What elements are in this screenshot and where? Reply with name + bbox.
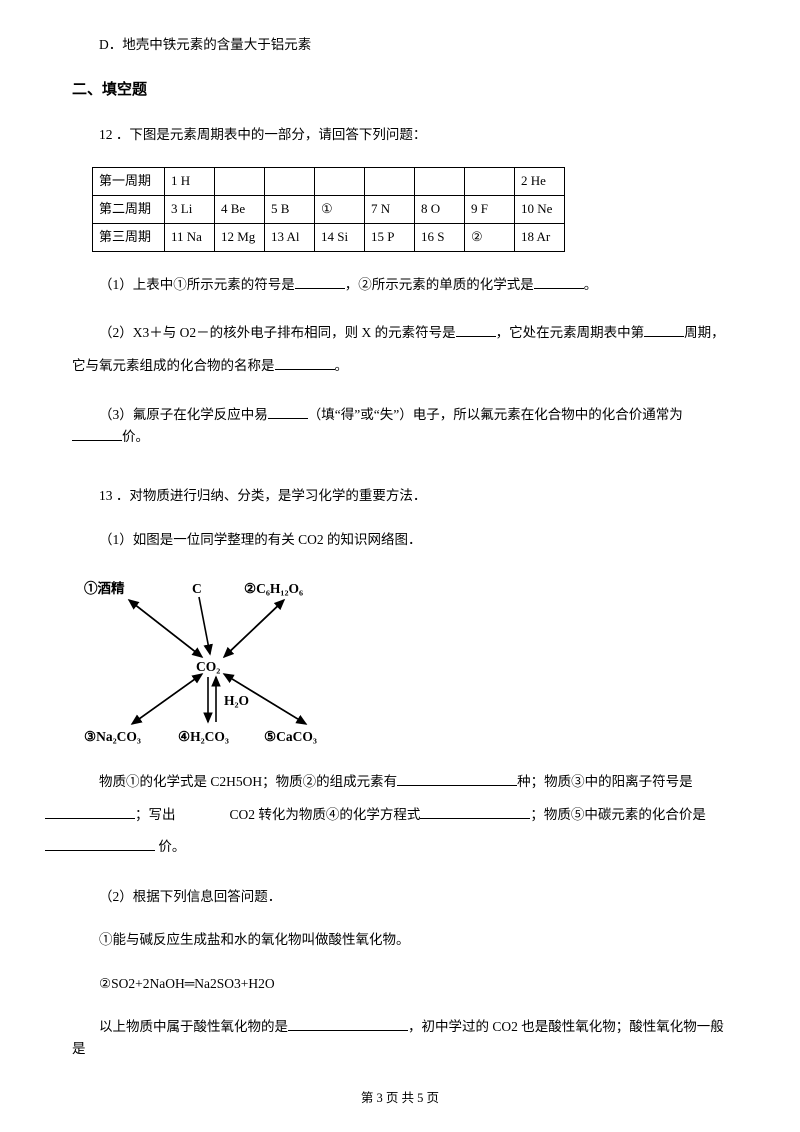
text: ；物质⑤中碳元素的化合价是: [530, 807, 706, 822]
pt-row-3: 第三周期 11 Na 12 Mg 13 Al 14 Si 15 P 16 S ②…: [93, 223, 565, 251]
blank[interactable]: [644, 324, 684, 338]
pt-cell: ②: [465, 223, 515, 251]
pt-row-1: 第一周期 1 H 2 He: [93, 168, 565, 196]
pt-cell: 9 F: [465, 195, 515, 223]
blank[interactable]: [45, 838, 155, 852]
pt-cell: 2 He: [515, 168, 565, 196]
blank[interactable]: [534, 275, 584, 289]
text: 。: [584, 277, 598, 292]
pt-cell: 12 Mg: [215, 223, 265, 251]
text: 种；物质③中的阳离子符号是: [517, 774, 693, 789]
pt-cell: 10 Ne: [515, 195, 565, 223]
text: （3）氟原子在化学反应中易: [99, 407, 268, 422]
q13-sub2: （2）根据下列信息回答问题．: [72, 886, 728, 908]
pt-cell: [365, 168, 415, 196]
blank[interactable]: [268, 405, 308, 419]
diagram-caco3: ⑤CaCO₃: [264, 726, 317, 748]
co2-network-diagram: ①酒精 C ②C₆H₁₂O₆ CO₂ H₂O ③Na₂CO₃ ④H₂CO₃ ⑤C…: [84, 572, 344, 752]
pt-cell: 11 Na: [165, 223, 215, 251]
q13-p1: 物质①的化学式是 C2H5OH；物质②的组成元素有 种；物质③中的阳离子符号是 ；…: [72, 766, 728, 863]
blank[interactable]: [275, 356, 335, 370]
pt-cell: 1 H: [165, 168, 215, 196]
blank[interactable]: [420, 805, 530, 819]
q12-stem: 12 ．下图是元素周期表中的一部分，请回答下列问题：: [72, 124, 728, 146]
pt-row-2: 第二周期 3 Li 4 Be 5 B ① 7 N 8 O 9 F 10 Ne: [93, 195, 565, 223]
pt-cell: [215, 168, 265, 196]
pt-cell: 4 Be: [215, 195, 265, 223]
blank[interactable]: [72, 427, 122, 441]
q12-sub3: （3）氟原子在化学反应中易 （填“得”或“失”）电子，所以氟元素在化合物中的化合价…: [72, 404, 728, 447]
blank[interactable]: [45, 805, 135, 819]
pt-cell: 14 Si: [315, 223, 365, 251]
text: ，它处在元素周期表中第: [496, 325, 645, 340]
q13-sub2-1: ①能与碱反应生成盐和水的氧化物叫做酸性氧化物。: [72, 929, 728, 951]
page-footer: 第 3 页 共 5 页: [0, 1088, 800, 1108]
text: 以上物质中属于酸性氧化物的是: [99, 1019, 288, 1034]
pt-cell: 第一周期: [93, 168, 165, 196]
q12-sub2: （2）X3＋与 O2－的核外电子排布相同，则 X 的元素符号是 ，它处在元素周期表…: [72, 317, 728, 382]
pt-cell: 16 S: [415, 223, 465, 251]
pt-cell: [315, 168, 365, 196]
diagram-co2: CO₂: [196, 656, 220, 678]
q13-sub2-3: 以上物质中属于酸性氧化物的是，初中学过的 CO2 也是酸性氧化物；酸性氧化物一般…: [72, 1016, 728, 1059]
blank[interactable]: [397, 773, 517, 787]
diagram-na2co3: ③Na₂CO₃: [84, 726, 141, 748]
q13-sub2-2: ②SO2+2NaOH═Na2SO3+H2O: [72, 973, 728, 995]
diagram-h2co3: ④H₂CO₃: [178, 726, 229, 748]
text: ；写出 CO2 转化为物质④的化学方程式: [135, 807, 420, 822]
diagram-carbon: C: [192, 578, 202, 600]
text: 。: [335, 358, 349, 373]
pt-cell: 13 Al: [265, 223, 315, 251]
pt-cell: 15 P: [365, 223, 415, 251]
q13-stem: 13 ．对物质进行归纳、分类，是学习化学的重要方法．: [72, 485, 728, 507]
pt-cell: 第二周期: [93, 195, 165, 223]
q12-sub1: （1）上表中①所示元素的符号是 ，②所示元素的单质的化学式是 。: [72, 274, 728, 296]
pt-cell: [265, 168, 315, 196]
pt-cell: [465, 168, 515, 196]
pt-cell: 第三周期: [93, 223, 165, 251]
text: 价。: [122, 429, 149, 444]
pt-cell: [415, 168, 465, 196]
text: （填“得”或“失”）电子，所以氟元素在化合物中的化合价通常为: [308, 407, 683, 422]
section-heading: 二、填空题: [72, 78, 728, 102]
periodic-table: 第一周期 1 H 2 He 第二周期 3 Li 4 Be 5 B ① 7 N 8…: [92, 167, 565, 251]
diagram-alcohol: ①酒精: [84, 578, 125, 600]
blank[interactable]: [295, 275, 345, 289]
diagram-glucose: ②C₆H₁₂O₆: [244, 578, 303, 600]
pt-cell: 5 B: [265, 195, 315, 223]
blank[interactable]: [456, 324, 496, 338]
text: 物质①的化学式是 C2H5OH；物质②的组成元素有: [99, 774, 397, 789]
pt-cell: 8 O: [415, 195, 465, 223]
pt-cell: 3 Li: [165, 195, 215, 223]
text: （1）上表中①所示元素的符号是: [99, 277, 295, 292]
text: 价。: [155, 839, 185, 854]
blank[interactable]: [288, 1018, 408, 1032]
diagram-h2o: H₂O: [224, 690, 249, 712]
pt-cell: 7 N: [365, 195, 415, 223]
text: （2）X3＋与 O2－的核外电子排布相同，则 X 的元素符号是: [99, 325, 456, 340]
pt-cell: ①: [315, 195, 365, 223]
q13-sub1: （1）如图是一位同学整理的有关 CO2 的知识网络图．: [72, 529, 728, 551]
pt-cell: 18 Ar: [515, 223, 565, 251]
option-d: D．地壳中铁元素的含量大于铝元素: [72, 34, 728, 56]
text: ，②所示元素的单质的化学式是: [345, 277, 534, 292]
